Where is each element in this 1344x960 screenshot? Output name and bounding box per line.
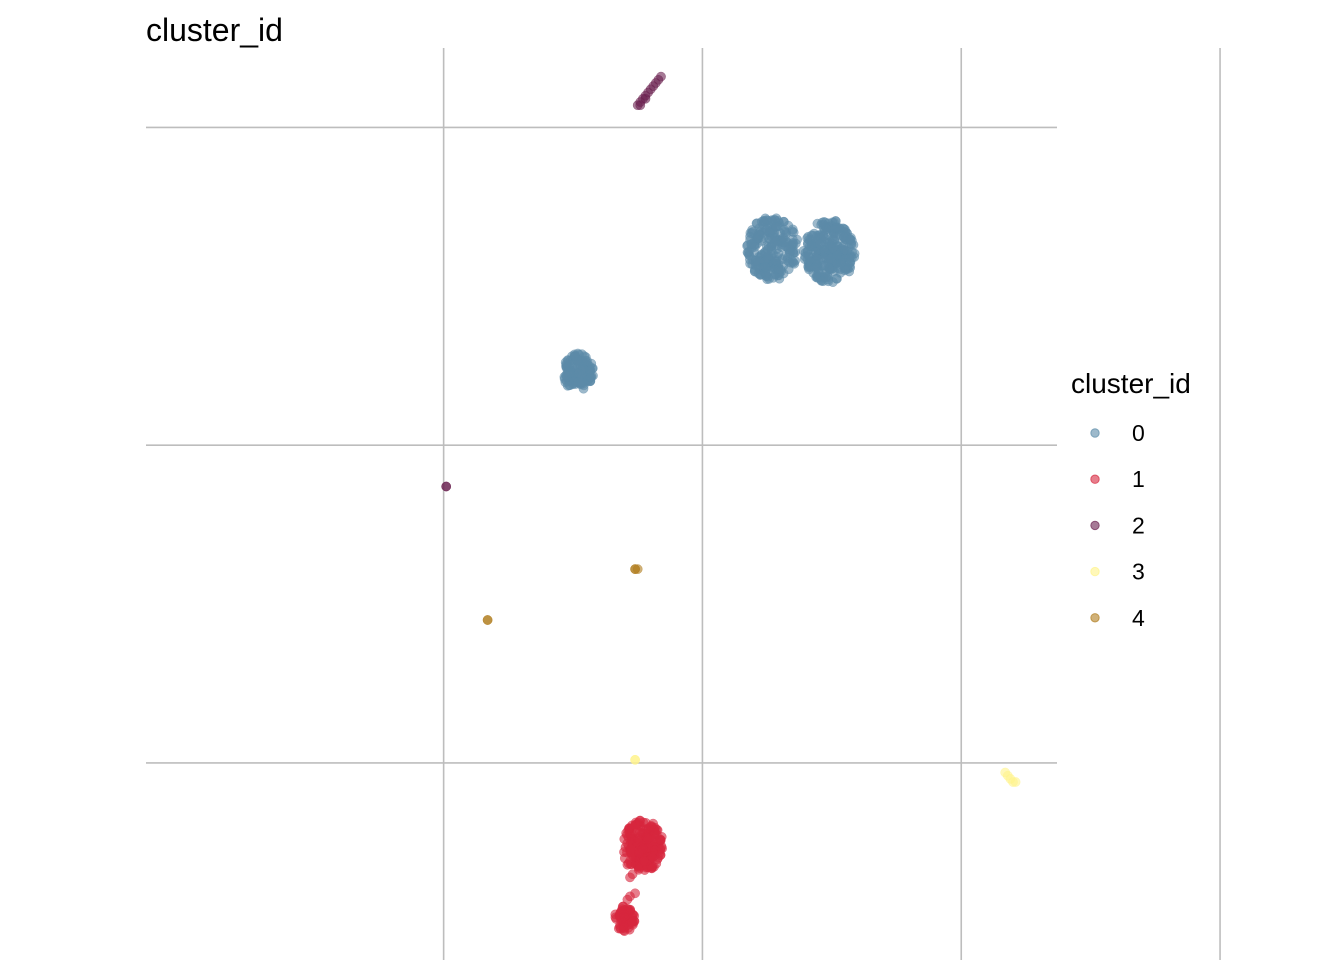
- data-point-cluster-0: [806, 240, 817, 251]
- data-point-cluster-0: [824, 263, 835, 274]
- data-point-cluster-0: [768, 272, 779, 283]
- data-point-cluster-0: [775, 264, 786, 275]
- data-point-cluster-0: [821, 272, 831, 282]
- data-point-cluster-3: [630, 754, 640, 765]
- data-point-cluster-0: [562, 380, 573, 391]
- data-point-cluster-2: [441, 481, 452, 492]
- data-point-cluster-2: [656, 71, 666, 82]
- data-point-cluster-1: [655, 834, 665, 845]
- data-point-cluster-1: [630, 888, 640, 899]
- data-point-cluster-0: [828, 242, 838, 253]
- data-point-cluster-1: [648, 818, 658, 829]
- data-point-cluster-0: [760, 261, 771, 272]
- legend-label-0: 0: [1132, 420, 1145, 446]
- data-point-cluster-0: [845, 234, 856, 245]
- legend-key-1: [1090, 474, 1100, 484]
- data-point-cluster-4: [482, 615, 493, 625]
- data-point-cluster-2: [635, 100, 646, 111]
- data-point-cluster-0: [814, 239, 825, 249]
- data-point-cluster-1: [657, 843, 667, 854]
- legend-key-3: [1090, 566, 1100, 577]
- legend-key-0: [1090, 428, 1100, 438]
- data-point-cluster-1: [615, 923, 626, 934]
- data-point-cluster-0: [574, 368, 585, 379]
- legend-label-4: 4: [1132, 605, 1145, 631]
- legend-key-2: [1090, 520, 1100, 531]
- data-point-cluster-0: [789, 258, 800, 269]
- legend-label-2: 2: [1132, 512, 1145, 538]
- data-point-cluster-1: [638, 855, 649, 866]
- data-point-cluster-0: [803, 250, 814, 261]
- data-point-cluster-0: [760, 223, 771, 234]
- data-point-cluster-1: [617, 904, 628, 915]
- data-point-cluster-0: [572, 354, 583, 365]
- data-point-cluster-0: [787, 224, 798, 235]
- data-point-cluster-0: [785, 248, 795, 259]
- data-point-cluster-0: [811, 261, 822, 272]
- data-point-cluster-0: [754, 229, 765, 240]
- legend-label-3: 3: [1132, 559, 1145, 585]
- data-points: [441, 71, 1021, 936]
- data-point-cluster-0: [585, 372, 596, 383]
- data-point-cluster-0: [787, 234, 798, 245]
- data-point-cluster-0: [808, 230, 818, 241]
- legend-title: cluster_id: [1071, 368, 1191, 399]
- data-point-cluster-0: [831, 223, 842, 233]
- data-point-cluster-1: [622, 859, 633, 870]
- data-point-cluster-0: [749, 266, 760, 276]
- data-point-cluster-0: [745, 254, 755, 265]
- legend-label-1: 1: [1132, 466, 1145, 492]
- data-point-cluster-0: [561, 359, 572, 369]
- data-point-cluster-0: [779, 225, 790, 235]
- data-point-cluster-0: [778, 237, 789, 248]
- data-point-cluster-1: [646, 863, 657, 874]
- data-point-cluster-0: [765, 234, 775, 244]
- data-point-cluster-1: [627, 869, 638, 880]
- data-point-cluster-0: [565, 368, 576, 378]
- data-point-cluster-1: [626, 917, 637, 928]
- data-point-cluster-0: [586, 358, 597, 369]
- data-point-cluster-0: [762, 244, 773, 255]
- chart-title: cluster_id: [146, 12, 283, 48]
- data-point-cluster-1: [635, 827, 645, 838]
- data-point-cluster-0: [835, 257, 846, 268]
- data-point-cluster-3: [1010, 777, 1021, 787]
- legend: cluster_id 0 1 2 3 4: [1071, 368, 1191, 631]
- data-point-cluster-1: [647, 852, 658, 863]
- data-point-cluster-1: [616, 915, 627, 926]
- data-point-cluster-1: [622, 830, 632, 840]
- data-point-cluster-0: [821, 224, 832, 234]
- data-point-cluster-0: [746, 239, 757, 249]
- data-point-cluster-1: [625, 845, 636, 856]
- data-point-cluster-0: [576, 377, 586, 388]
- data-point-cluster-2: [640, 93, 651, 104]
- data-point-cluster-1: [634, 848, 644, 858]
- grid-lines: [146, 48, 1221, 960]
- data-point-cluster-0: [844, 253, 854, 263]
- legend-key-4: [1090, 613, 1100, 623]
- data-point-cluster-0: [770, 215, 780, 226]
- data-point-cluster-1: [634, 816, 645, 826]
- data-point-cluster-1: [643, 833, 654, 844]
- data-point-cluster-4: [632, 564, 643, 574]
